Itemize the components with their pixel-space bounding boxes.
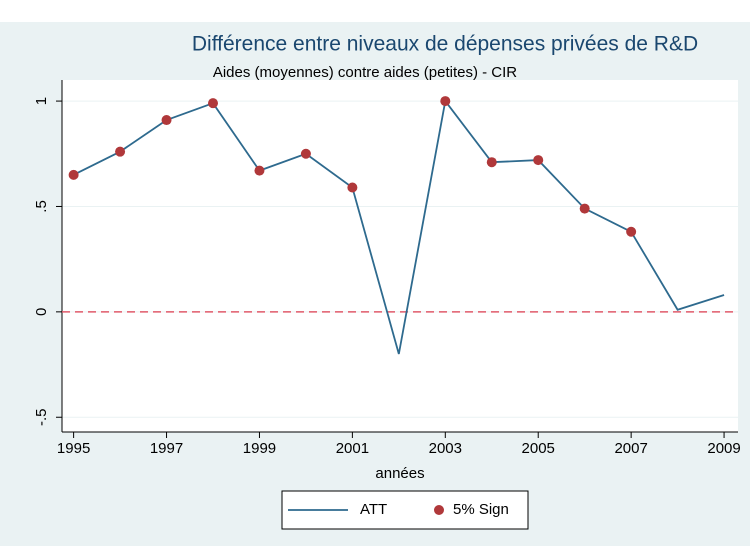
y-tick-label: .5 <box>33 200 50 213</box>
data-point <box>254 165 265 176</box>
x-tick-label: 2007 <box>614 440 647 457</box>
x-tick-label: 2005 <box>522 440 555 457</box>
chart-subtitle: Aides (moyennes) contre aides (petites) … <box>213 64 517 81</box>
x-tick-label: 2003 <box>429 440 462 457</box>
x-axis-label: années <box>375 465 424 482</box>
y-tick-label: 1 <box>33 97 50 105</box>
y-tick-label: 0 <box>33 308 50 316</box>
data-point <box>626 226 637 237</box>
legend-label: 5% Sign <box>453 501 509 518</box>
data-point <box>533 155 544 166</box>
x-tick-label: 1997 <box>150 440 183 457</box>
data-point <box>300 148 311 159</box>
data-point <box>440 96 451 107</box>
data-point <box>115 146 126 157</box>
x-tick-label: 1995 <box>57 440 90 457</box>
x-tick-label: 1999 <box>243 440 276 457</box>
x-tick-label: 2001 <box>336 440 369 457</box>
data-point <box>579 203 590 214</box>
data-point <box>161 115 172 126</box>
x-tick-label: 2009 <box>707 440 740 457</box>
y-tick-label: -.5 <box>33 408 50 426</box>
data-point <box>486 157 497 168</box>
series-line <box>73 98 725 355</box>
data-point <box>207 98 218 109</box>
legend-symbol <box>434 505 444 515</box>
plot-area <box>62 80 738 432</box>
data-point <box>68 169 79 180</box>
data-point <box>347 182 358 193</box>
legend-label: ATT <box>360 501 387 518</box>
chart-title: Différence entre niveaux de dépenses pri… <box>192 33 698 56</box>
